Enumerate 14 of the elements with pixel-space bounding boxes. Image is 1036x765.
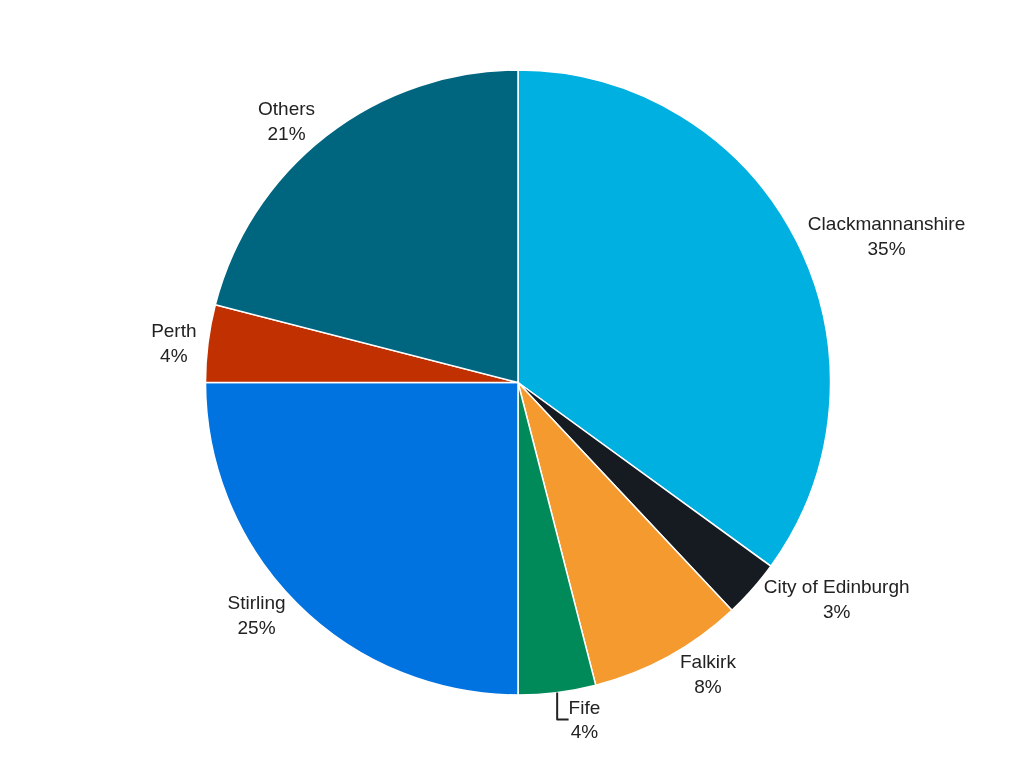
data-label: 4% (570, 721, 599, 743)
data-label: 35% (867, 237, 906, 259)
data-label: 3% (822, 601, 851, 622)
slice-label: Stirling (227, 592, 286, 614)
slice-label: Perth (151, 320, 197, 342)
slice-label: Others (258, 98, 316, 120)
slice-label: Clackmannanshire (807, 213, 966, 235)
data-label: 4% (160, 344, 188, 366)
data-label: 25% (237, 616, 276, 638)
slice-label: Falkirk (679, 651, 737, 673)
data-label: 21% (267, 123, 306, 145)
slice-label: Fife (568, 696, 601, 718)
data-label: 8% (694, 675, 722, 697)
slice-label: City of Edinburgh (763, 576, 910, 598)
